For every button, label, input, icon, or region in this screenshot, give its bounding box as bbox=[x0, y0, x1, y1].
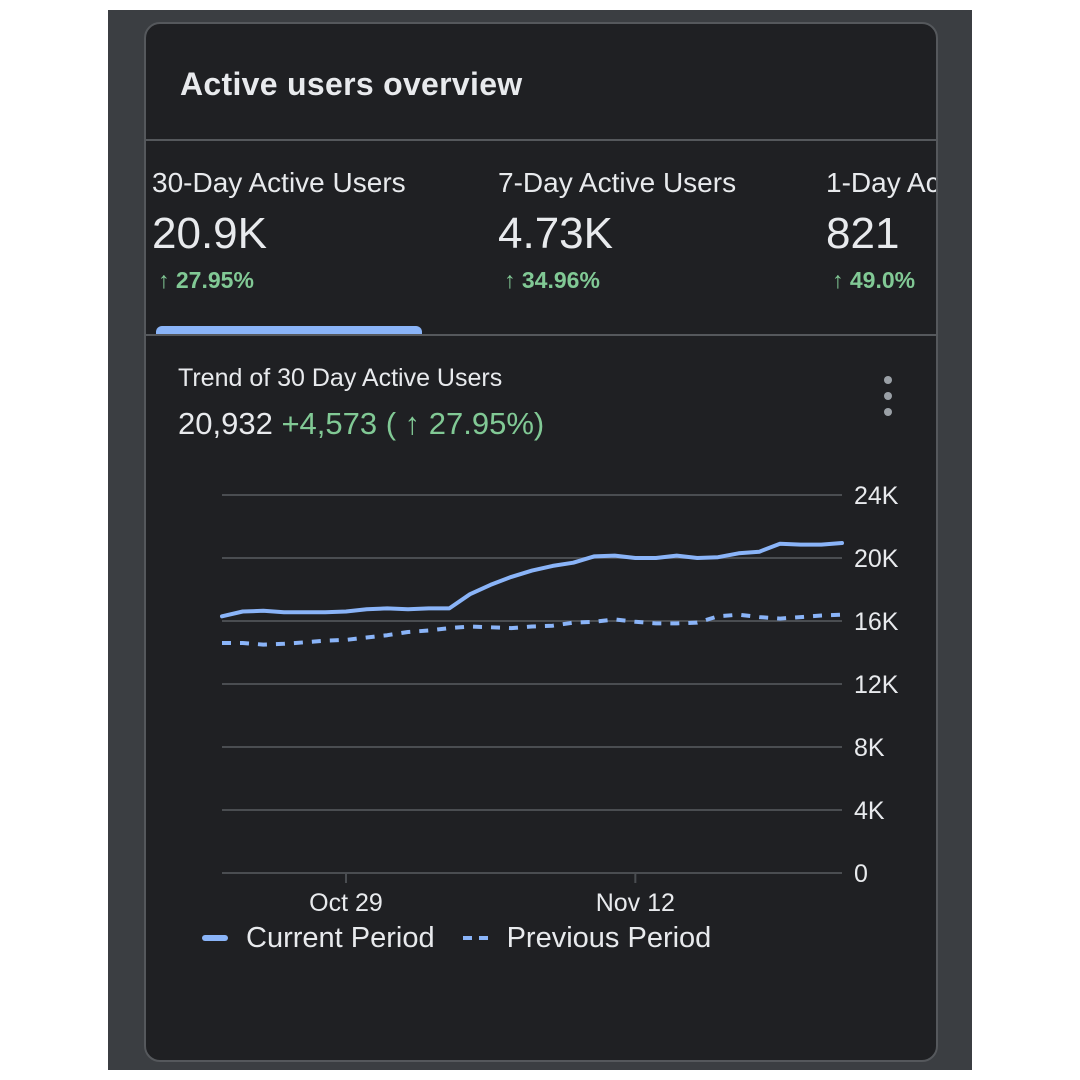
dot bbox=[884, 392, 892, 400]
y-tick-label: 20K bbox=[854, 545, 899, 573]
legend-item-previous[interactable]: Previous Period bbox=[462, 921, 712, 955]
y-tick-label: 4K bbox=[854, 797, 885, 825]
trend-title: Trend of 30 Day Active Users bbox=[178, 364, 503, 392]
metric-tabs: 30-Day Active Users 20.9K ↑ 27.95% 7-Day… bbox=[146, 141, 936, 334]
metric-delta: ↑ 34.96% bbox=[504, 267, 600, 293]
metric-delta: ↑ 27.95% bbox=[158, 267, 254, 293]
metric-value: 4.73K bbox=[498, 209, 613, 258]
legend-label: Previous Period bbox=[506, 921, 712, 954]
series-line-current-period bbox=[220, 541, 844, 619]
metric-label: 30-Day Active Users bbox=[152, 167, 406, 198]
x-tick-label: Nov 12 bbox=[596, 889, 675, 917]
phone-screen: Active users overview 30-Day Active User… bbox=[108, 10, 972, 1070]
metric-delta: ↑ 49.0% bbox=[832, 267, 916, 293]
legend-swatch-dashed bbox=[462, 936, 489, 940]
y-tick-label: 8K bbox=[854, 734, 885, 762]
metric-value: 821 bbox=[826, 209, 900, 258]
selected-tab-indicator bbox=[156, 326, 422, 334]
legend-swatch-solid bbox=[202, 935, 228, 941]
divider bbox=[146, 139, 936, 141]
active-users-card: Active users overview 30-Day Active User… bbox=[144, 22, 938, 1062]
trend-value: 20,932 bbox=[178, 406, 273, 441]
chart-legend: Current Period Previous Period bbox=[202, 916, 739, 960]
more-vert-icon[interactable] bbox=[874, 376, 902, 416]
metric-label: 7-Day Active Users bbox=[498, 167, 737, 198]
card-title: Active users overview bbox=[180, 66, 523, 102]
trend-summary: 20,932 +4,573 ( ↑ 27.95%) bbox=[178, 406, 544, 442]
y-tick-label: 16K bbox=[854, 608, 899, 636]
dot bbox=[884, 376, 892, 384]
series-line-previous-period bbox=[222, 612, 843, 647]
legend-label: Current Period bbox=[246, 921, 435, 954]
metric-label: 1-Day Active Users bbox=[826, 167, 936, 198]
y-tick-label: 12K bbox=[854, 671, 899, 699]
divider bbox=[146, 334, 936, 336]
metric-value: 20.9K bbox=[152, 209, 267, 258]
y-tick-label: 24K bbox=[854, 482, 899, 510]
y-tick-label: 0 bbox=[854, 860, 868, 888]
trend-chart: 0 4K 8K 12K 16K 20K 24K Oct 29 Nov 12 bbox=[220, 482, 899, 917]
x-tick-label: Oct 29 bbox=[309, 889, 383, 917]
dot bbox=[884, 408, 892, 416]
trend-delta: +4,573 ( ↑ 27.95%) bbox=[281, 406, 545, 441]
legend-item-current[interactable]: Current Period bbox=[202, 922, 435, 955]
